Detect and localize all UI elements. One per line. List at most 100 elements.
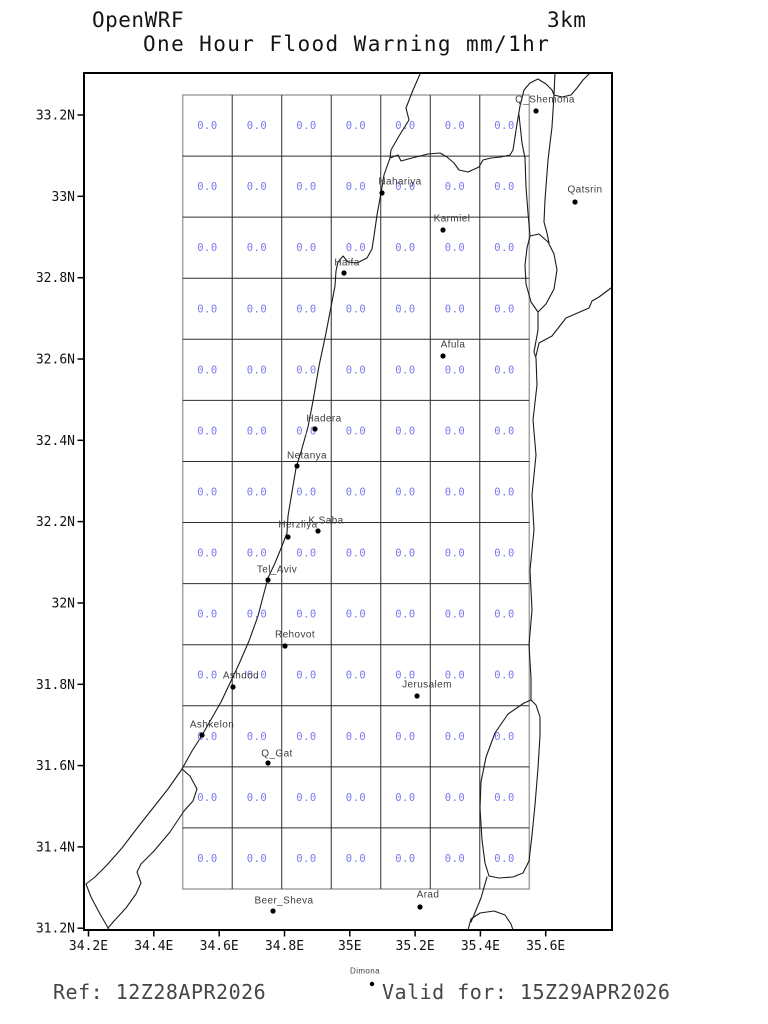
grid-value: 0.0 [445, 792, 465, 804]
city-dot [341, 270, 347, 276]
geography-layer [85, 72, 612, 931]
city-dot [440, 353, 446, 359]
axes-layer: 34.2E 34.4E 34.6E 34.8E 35E 35.2E 35.4E 35.6E 33… [36, 109, 565, 955]
grid-value: 0.0 [247, 853, 267, 865]
grid-value: 0.0 [296, 425, 316, 437]
grid-value: 0.0 [445, 181, 465, 193]
grid-value: 0.0 [494, 425, 514, 437]
grid-value: 0.0 [197, 242, 217, 254]
grid-value: 0.0 [494, 548, 514, 560]
grid-value: 0.0 [346, 792, 366, 804]
grid-value: 0.0 [494, 303, 514, 315]
city-label: Tel_Aviv [257, 565, 297, 576]
jordan-river-path [528, 311, 539, 701]
grid-value: 0.0 [247, 609, 267, 621]
grid-outline [181, 94, 531, 890]
grid-value: 0.0 [296, 487, 316, 499]
city-dot [294, 463, 300, 469]
grid-value: 0.0 [346, 181, 366, 193]
grid-values-layer: 0.0 0.0 0.0 0.0 0.0 0.0 0.0 0.0 0.0 0.0 0.0 0.0 0.0 0… [197, 120, 514, 865]
city-label: Beer_Sheva [254, 896, 313, 907]
city-dot [533, 108, 539, 114]
grid-value: 0.0 [395, 303, 415, 315]
lebanon-border-path [389, 78, 555, 173]
city-label: Nahariya [378, 177, 421, 188]
grid-value: 0.0 [395, 853, 415, 865]
grid-value: 0.0 [494, 364, 514, 376]
grid-value: 0.0 [197, 364, 217, 376]
city-label: Q_Shemona [515, 95, 575, 106]
grid-value: 0.0 [197, 425, 217, 437]
grid-value: 0.0 [395, 487, 415, 499]
grid-value: 0.0 [445, 242, 465, 254]
grid-value: 0.0 [247, 487, 267, 499]
grid-value: 0.0 [247, 181, 267, 193]
y-axis-tick-label: 31.6N [36, 759, 75, 774]
grid-value: 0.0 [296, 303, 316, 315]
city-label: Haifa [334, 258, 359, 269]
city-label: Qatsrin [567, 185, 602, 196]
grid-value: 0.0 [346, 548, 366, 560]
grid-value: 0.0 [346, 120, 366, 132]
city-dot [315, 528, 321, 534]
y-axis-tick-label: 32.6N [36, 353, 75, 368]
dead-sea-outline [479, 699, 541, 879]
grid-value: 0.0 [197, 792, 217, 804]
x-axis-tick-label: 34.4E [134, 939, 173, 954]
product-title: One Hour Flood Warning mm/1hr [143, 32, 551, 56]
grid-value: 0.0 [247, 425, 267, 437]
grid-value: 0.0 [494, 242, 514, 254]
grid-value: 0.0 [445, 303, 465, 315]
grid-value: 0.0 [395, 670, 415, 682]
city-label: K.Saba [308, 516, 343, 527]
city-label: Afula [441, 340, 466, 351]
grid-value: 0.0 [494, 120, 514, 132]
grid-value: 0.0 [445, 548, 465, 560]
y-axis-tick-label: 31.8N [36, 678, 75, 693]
grid-value: 0.0 [247, 120, 267, 132]
grid-value: 0.0 [445, 853, 465, 865]
grid-value: 0.0 [296, 364, 316, 376]
grid-value: 0.0 [247, 242, 267, 254]
city-label: Herzliya [278, 520, 317, 531]
city-dot [417, 904, 423, 910]
grid-value: 0.0 [346, 731, 366, 743]
city-dot [312, 426, 318, 432]
grid-value: 0.0 [346, 670, 366, 682]
grid-value: 0.0 [494, 670, 514, 682]
grid-value: 0.0 [197, 120, 217, 132]
city-label: Dimona [350, 967, 380, 976]
grid-value: 0.0 [296, 670, 316, 682]
gaza-border-path [107, 768, 198, 929]
grid-value: 0.0 [247, 303, 267, 315]
grid-value: 0.0 [395, 731, 415, 743]
city-label: Hadera [306, 414, 341, 425]
hula-valley-west-path [518, 114, 531, 237]
grid-value: 0.0 [247, 548, 267, 560]
arava-border-path [470, 876, 488, 923]
x-axis-tick-label: 34.2E [69, 939, 108, 954]
city-dot [199, 732, 205, 738]
city-dot [440, 227, 446, 233]
grid-value: 0.0 [445, 670, 465, 682]
city-dot [379, 190, 385, 196]
grid-value: 0.0 [494, 487, 514, 499]
data-grid [181, 94, 531, 890]
grid-value: 0.0 [346, 303, 366, 315]
grid-value: 0.0 [395, 120, 415, 132]
map-frame [83, 72, 613, 931]
yarmouk-border-path [535, 287, 612, 357]
grid-value: 0.0 [395, 181, 415, 193]
grid-value: 0.0 [494, 609, 514, 621]
city-dot [369, 981, 375, 987]
sea-of-galilee-outline [524, 233, 558, 313]
x-axis-tick-label: 35.6E [526, 939, 565, 954]
city-label: Arad [417, 890, 440, 901]
coastline-path [85, 72, 422, 931]
grid-value: 0.0 [197, 853, 217, 865]
y-axis-tick-label: 32N [52, 597, 75, 612]
grid-value: 0.0 [346, 853, 366, 865]
grid-value: 0.0 [296, 792, 316, 804]
